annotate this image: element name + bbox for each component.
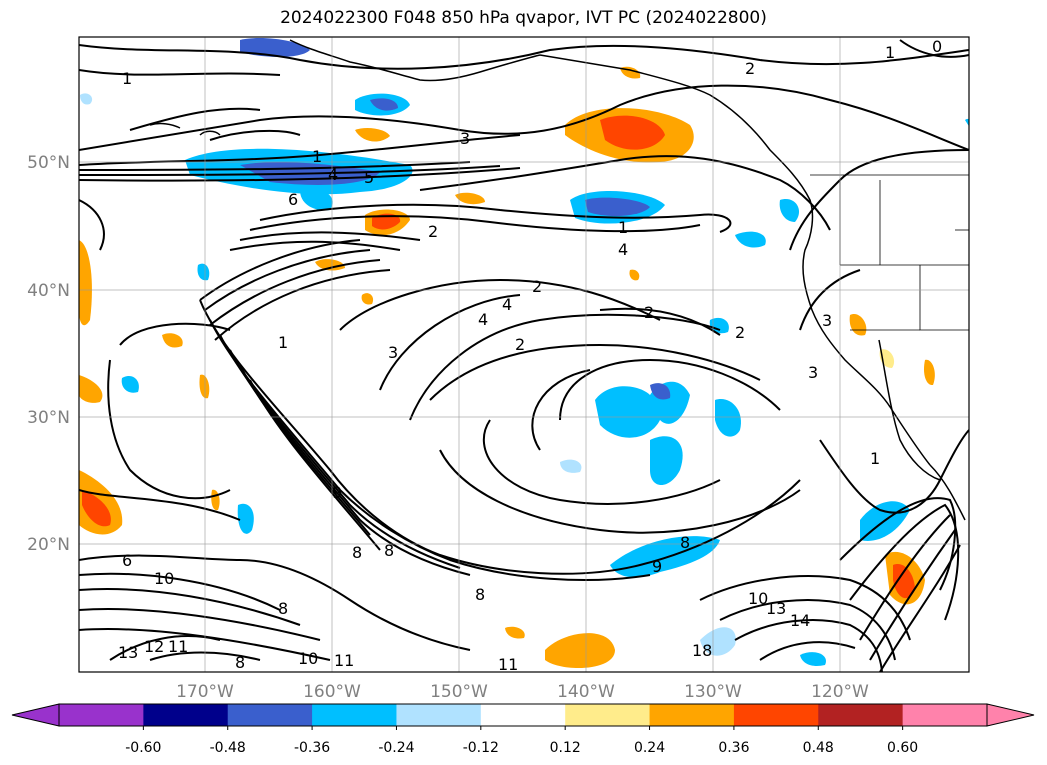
colorbar-box — [649, 704, 735, 726]
colorbar-box — [818, 704, 904, 726]
ivt-contours — [79, 39, 969, 672]
contour-label: 11 — [498, 655, 518, 674]
contour-label: 8 — [680, 533, 690, 552]
colorbar-tick-label: -0.48 — [210, 740, 246, 756]
colorbar-tick-label: -0.36 — [294, 740, 330, 756]
contour-label: 4 — [502, 295, 512, 314]
contour-label: 1 — [618, 218, 628, 237]
contour-label: 2 — [532, 277, 542, 296]
contour-label: 4 — [478, 310, 488, 329]
colorbar-tick-label: 0.48 — [803, 740, 834, 756]
lon-label: 140°W — [557, 682, 615, 702]
contour-label: 1 — [870, 449, 880, 468]
contour-label: 11 — [168, 637, 188, 656]
contour-label: 14 — [790, 611, 810, 630]
colorbar-tick-label: 0.60 — [887, 740, 918, 756]
lon-label: 130°W — [684, 682, 742, 702]
contour-label: 3 — [808, 363, 818, 382]
colorbar-box — [902, 704, 988, 726]
contour-label: 5 — [364, 168, 374, 187]
lat-label: 20°N — [27, 535, 70, 555]
lat-label: 50°N — [27, 153, 70, 173]
contour-labels: 1 2 1 0 3 1 4 5 6 2 1 4 2 4 4 2 3 1 3 2 … — [118, 37, 942, 674]
colorbar-tick-label: 0.12 — [550, 740, 581, 756]
contour-label: 4 — [618, 240, 628, 259]
colorbar-box — [143, 704, 229, 726]
contour-label: 2 — [515, 335, 525, 354]
contour-label: 8 — [384, 541, 394, 560]
contour-label: 9 — [332, 483, 342, 502]
lon-label: 170°W — [176, 682, 234, 702]
contour-label: 3 — [822, 311, 832, 330]
colorbar-tick-label: -0.24 — [378, 740, 414, 756]
contour-label: 8 — [352, 543, 362, 562]
contour-label: 2 — [428, 222, 438, 241]
contour-label: 1 — [885, 43, 895, 62]
colorbar-box — [227, 704, 313, 726]
contour-label: 11 — [334, 651, 354, 670]
colorbar-tick-label: -0.12 — [463, 740, 499, 756]
contour-label: 6 — [122, 551, 132, 570]
contour-label: 1 — [312, 147, 322, 166]
contour-label: 9 — [652, 557, 662, 576]
colorbar-tick-label: -0.60 — [125, 740, 161, 756]
contour-label: 10 — [298, 649, 318, 668]
contour-label: 10 — [748, 589, 768, 608]
colorbar-tick-label: 0.36 — [718, 740, 749, 756]
contour-label: 2 — [745, 59, 755, 78]
colorbar-box — [480, 704, 566, 726]
lat-label: 40°N — [27, 281, 70, 301]
colorbar: -0.60 -0.48 -0.36 -0.24 -0.12 0.12 0.24 0.36 0.4… — [11, 703, 1035, 756]
latitude-labels: 50°N 40°N 30°N 20°N — [27, 153, 70, 555]
contour-label: 10 — [154, 569, 174, 588]
colorbar-extend-high — [987, 704, 1034, 726]
contour-label: 6 — [288, 190, 298, 209]
contour-label: 1 — [278, 333, 288, 352]
lon-label: 120°W — [811, 682, 869, 702]
contour-label: 3 — [388, 343, 398, 362]
contour-label: 1 — [122, 69, 132, 88]
contour-label: 13 — [118, 643, 138, 662]
map-area — [79, 37, 969, 672]
longitude-labels: 170°W 160°W 150°W 140°W 130°W 120°W — [176, 682, 869, 702]
coastline — [149, 39, 966, 521]
colorbar-tick-label: 0.24 — [634, 740, 665, 756]
lon-label: 150°W — [430, 682, 488, 702]
contour-label: 18 — [692, 641, 712, 660]
lon-label: 160°W — [303, 682, 361, 702]
colorbar-box — [312, 704, 397, 726]
contour-label: 0 — [932, 37, 942, 56]
lat-label: 30°N — [27, 408, 70, 428]
map-border — [78, 36, 970, 673]
contour-label: 8 — [235, 653, 245, 672]
contour-label: 4 — [328, 165, 338, 184]
contour-label: 3 — [460, 129, 470, 148]
colorbar-box — [733, 704, 819, 726]
contour-label: 8 — [475, 585, 485, 604]
colorbar-box — [59, 704, 144, 726]
contour-label: 13 — [766, 599, 786, 618]
map-title: 2024022300 F048 850 hPa qvapor, IVT PC (… — [280, 8, 767, 28]
graticule — [79, 37, 969, 672]
colorbar-extend-low — [12, 704, 59, 726]
colorbar-box — [396, 704, 482, 726]
contour-label: 2 — [735, 323, 745, 342]
contour-label: 12 — [144, 637, 164, 656]
contour-label: 2 — [644, 303, 654, 322]
colorbar-box — [565, 704, 651, 726]
contour-label: 8 — [278, 599, 288, 618]
